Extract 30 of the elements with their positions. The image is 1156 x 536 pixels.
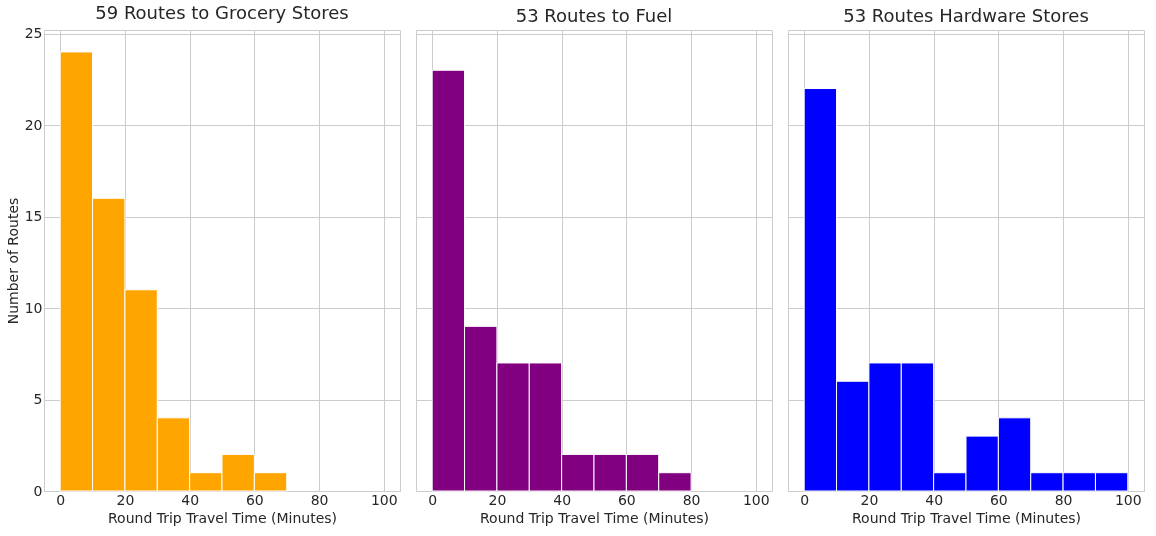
x-axis-title: Round Trip Travel Time (Minutes) (851, 509, 1082, 526)
x-tick-label: 100 (370, 491, 398, 508)
x-tick-label: 40 (925, 491, 944, 508)
x-tick-label: 60 (617, 491, 636, 508)
chart-title: 53 Routes Hardware Stores (843, 5, 1089, 26)
y-tick-label: 20 (24, 116, 43, 133)
y-tick-label: 10 (24, 299, 43, 316)
x-tick-label: 80 (1054, 491, 1073, 508)
x-tick-label: 40 (553, 491, 572, 508)
chart-title: 53 Routes to Fuel (515, 5, 673, 26)
x-tick-label: 100 (742, 491, 770, 508)
y-tick-label: 5 (33, 391, 43, 408)
x-tick-label: 0 (56, 491, 66, 508)
y-tick-label: 15 (24, 208, 43, 225)
x-tick-label: 60 (989, 491, 1008, 508)
x-tick-label: 20 (116, 491, 135, 508)
x-tick-label: 0 (428, 491, 438, 508)
x-tick-label: 100 (1114, 491, 1142, 508)
x-tick-label: 80 (682, 491, 701, 508)
x-tick-label: 80 (310, 491, 329, 508)
y-tick-label: 25 (24, 25, 43, 42)
x-tick-label: 60 (245, 491, 264, 508)
x-axis-title: Round Trip Travel Time (Minutes) (107, 509, 338, 526)
x-tick-label: 20 (488, 491, 507, 508)
x-tick-label: 40 (181, 491, 200, 508)
x-axis-title: Round Trip Travel Time (Minutes) (479, 509, 710, 526)
y-axis-title: Number of Routes (4, 197, 21, 325)
x-tick-label: 0 (800, 491, 810, 508)
chart-title: 59 Routes to Grocery Stores (95, 1, 349, 23)
x-tick-label: 20 (860, 491, 879, 508)
